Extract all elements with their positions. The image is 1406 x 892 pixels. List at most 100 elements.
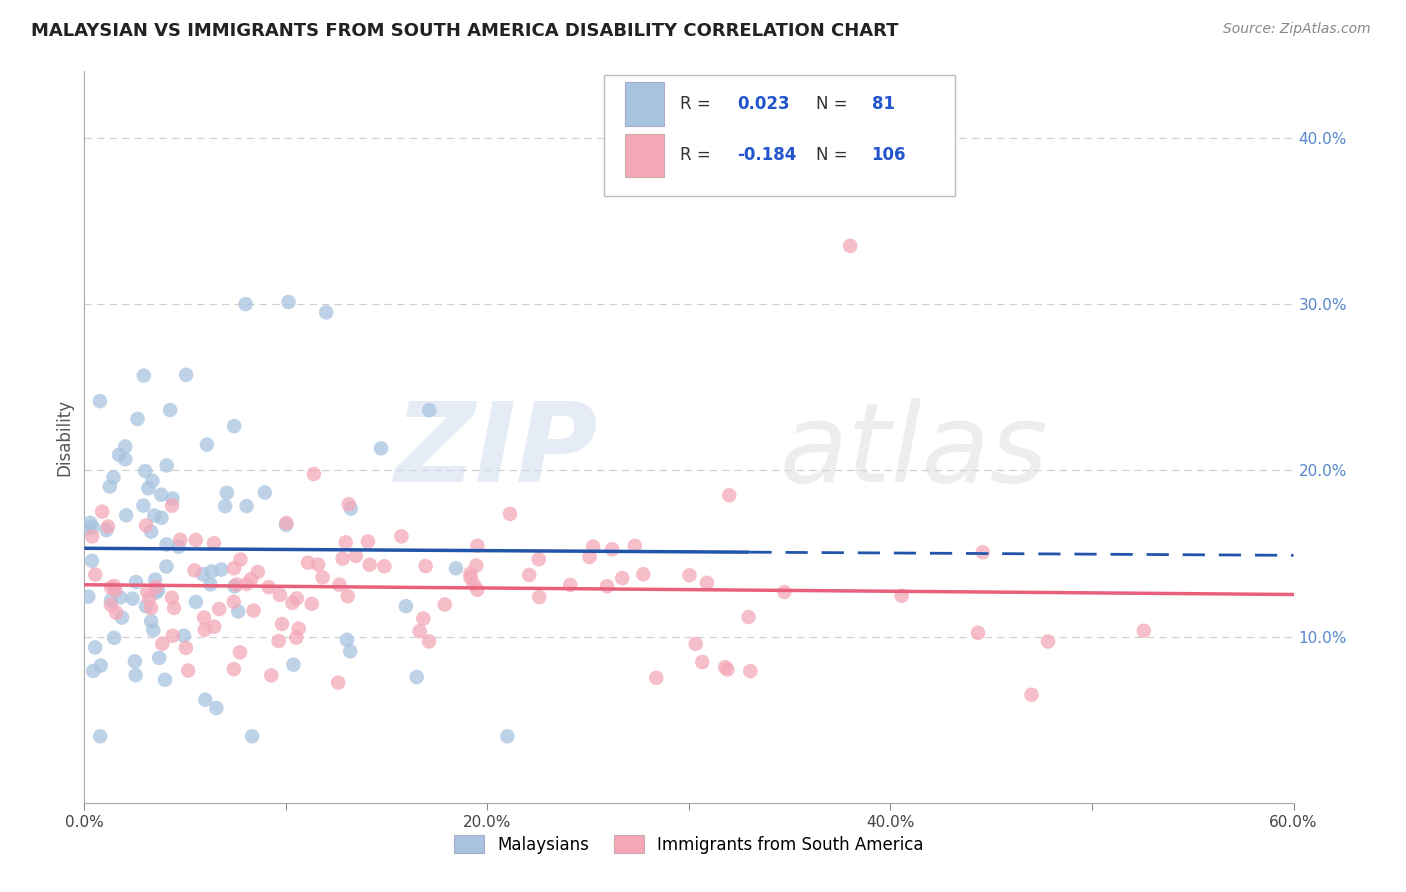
Point [136,584,159,599]
Point [328,578,350,592]
Point [82,664,104,678]
Point [97,519,120,533]
Point [156,458,179,473]
Point [114,440,136,454]
Point [77,590,100,604]
Point [467,539,489,553]
Point [143,508,166,523]
Point [240,729,263,743]
Point [145,585,167,599]
Legend: Malaysians, Immigrants from South America: Malaysians, Immigrants from South Americ… [447,829,931,860]
Text: MALAYSIAN VS IMMIGRANTS FROM SOUTH AMERICA DISABILITY CORRELATION CHART: MALAYSIAN VS IMMIGRANTS FROM SOUTH AMERI… [31,22,898,40]
Point [90,658,112,673]
Point [79,516,101,530]
Point [582,540,605,554]
Point [114,452,136,467]
Point [193,610,215,624]
Point [132,499,155,513]
Point [224,419,246,434]
Point [201,565,224,579]
Text: Source: ZipAtlas.com: Source: ZipAtlas.com [1223,22,1371,37]
Point [499,507,522,521]
Point [177,664,200,678]
Point [174,640,197,655]
Point [444,561,467,575]
Point [339,501,361,516]
Point [96,523,118,537]
Point [202,536,225,550]
Y-axis label: Disability: Disability [55,399,73,475]
Point [82,520,104,534]
Point [463,577,485,591]
Point [496,729,519,743]
Point [645,671,668,685]
Point [145,580,167,594]
Point [517,568,540,582]
Point [124,668,146,682]
Point [162,491,184,506]
Point [465,558,488,573]
Point [328,675,350,690]
Point [773,585,796,599]
Point [344,549,367,563]
Point [136,481,159,495]
Point [560,578,582,592]
Point [183,563,205,577]
Text: N =: N = [815,146,853,164]
Point [716,663,738,677]
Point [100,593,122,607]
Point [260,668,283,682]
Point [336,632,359,647]
Point [332,551,354,566]
Point [839,239,862,253]
Point [108,448,131,462]
Point [714,660,737,674]
Point [685,637,707,651]
Point [141,614,163,628]
Point [972,545,994,559]
Point [967,625,990,640]
Point [281,596,304,610]
Point [460,571,482,585]
Point [242,603,264,617]
Point [115,508,138,523]
Point [418,403,440,417]
Point [465,582,488,597]
Point [124,654,146,668]
Point [173,629,195,643]
Point [1021,688,1043,702]
Point [633,567,655,582]
Point [229,552,252,566]
Point [169,533,191,547]
Point [100,581,122,595]
Point [222,595,245,609]
Point [103,631,125,645]
Text: R =: R = [681,146,717,164]
Point [311,570,333,584]
Text: R =: R = [681,95,717,113]
Point [269,588,291,602]
Point [150,637,173,651]
Text: -0.184: -0.184 [737,146,797,164]
Text: atlas: atlas [780,398,1049,505]
Point [84,640,107,655]
Point [195,437,218,451]
Point [153,673,176,687]
Point [222,662,245,676]
Point [104,583,127,598]
Bar [624,134,664,178]
Point [253,485,276,500]
Point [271,617,294,632]
Point [267,634,290,648]
Point [235,499,257,513]
Point [274,517,297,532]
Point [80,554,103,568]
Point [135,518,157,533]
Point [194,692,217,706]
Point [359,558,381,572]
Point [1133,624,1156,638]
Point [890,589,912,603]
Point [163,601,186,615]
Point [315,305,337,319]
Point [373,559,395,574]
